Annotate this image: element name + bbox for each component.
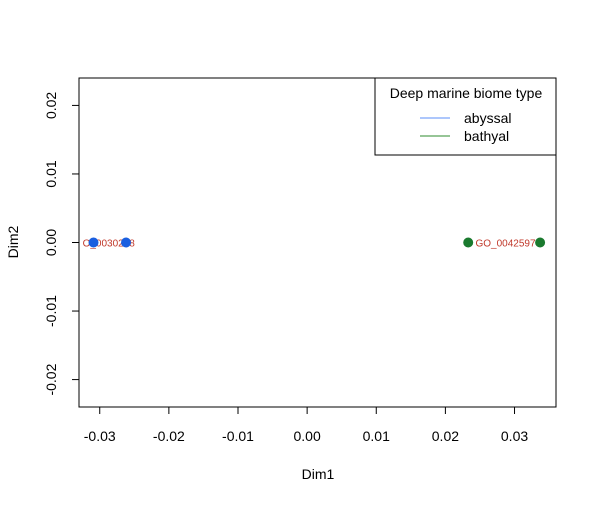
legend-label-abyssal: abyssal bbox=[464, 110, 511, 126]
x-tick-label: 0.01 bbox=[363, 428, 390, 444]
data-points bbox=[88, 237, 546, 248]
y-tick-label: 0.00 bbox=[43, 229, 59, 256]
data-point-bathyal bbox=[463, 237, 474, 248]
data-point-bathyal bbox=[535, 237, 546, 248]
x-tick-label: -0.02 bbox=[153, 428, 185, 444]
point-label: O_0030288 bbox=[83, 239, 136, 250]
y-tick-label: 0.02 bbox=[43, 92, 59, 119]
y-axis-label: Dim2 bbox=[5, 225, 21, 258]
point-label: GO_0042597 bbox=[476, 239, 536, 250]
y-tick-label: 0.01 bbox=[43, 160, 59, 187]
x-tick-label: 0.00 bbox=[294, 428, 321, 444]
data-point-abyssal bbox=[88, 237, 99, 248]
x-axis-label: Dim1 bbox=[302, 466, 335, 482]
data-point-abyssal bbox=[121, 237, 132, 248]
y-tick-label: -0.01 bbox=[43, 295, 59, 327]
x-tick-label: -0.03 bbox=[84, 428, 116, 444]
legend-title: Deep marine biome type bbox=[390, 85, 543, 101]
legend: Deep marine biome type abyssal bathyal bbox=[374, 77, 557, 156]
x-axis: -0.03 -0.02 -0.01 0.00 0.01 0.02 0.03 bbox=[84, 406, 528, 444]
point-labels: O_0030288 GO_0042597 bbox=[83, 239, 536, 250]
legend-label-bathyal: bathyal bbox=[464, 128, 509, 144]
y-axis: -0.02 -0.01 0.00 0.01 0.02 bbox=[43, 92, 80, 396]
y-tick-label: -0.02 bbox=[43, 363, 59, 395]
x-tick-label: 0.02 bbox=[432, 428, 459, 444]
legend-box bbox=[374, 77, 557, 156]
x-tick-label: 0.03 bbox=[501, 428, 528, 444]
x-tick-label: -0.01 bbox=[222, 428, 254, 444]
